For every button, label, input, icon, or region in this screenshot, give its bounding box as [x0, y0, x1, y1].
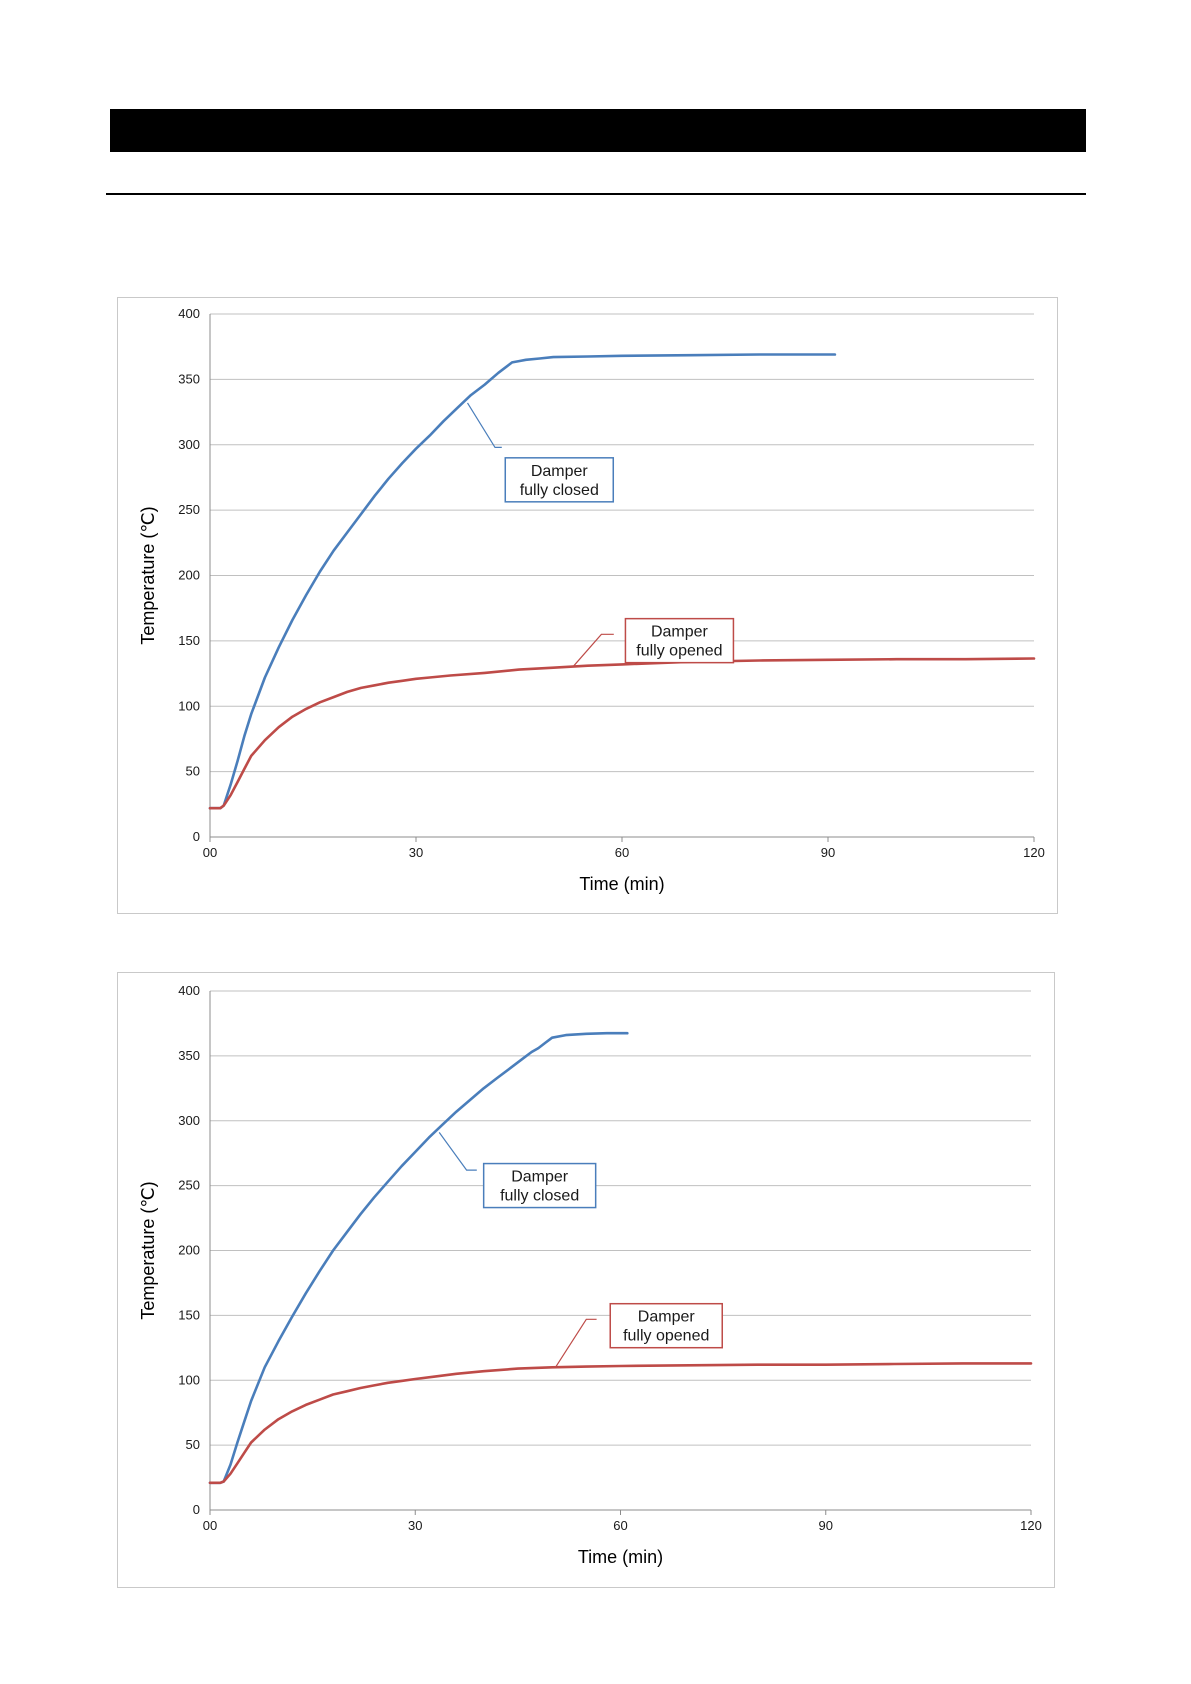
- y-axis-label: Temperature (℃): [138, 1181, 158, 1319]
- y-tick-label: 400: [178, 306, 200, 321]
- series-line-opened: [208, 1362, 1033, 1485]
- x-tick-label: 30: [408, 1518, 422, 1533]
- series-line-opened: [208, 657, 1036, 810]
- y-tick-label: 250: [178, 502, 200, 517]
- callout-leader: [438, 1132, 477, 1171]
- x-tick-label: 00: [203, 1518, 217, 1533]
- y-tick-label: 350: [178, 371, 200, 386]
- y-tick-label: 300: [178, 1113, 200, 1128]
- x-tick-label: 60: [615, 845, 629, 860]
- series-line-closed: [208, 353, 837, 810]
- header-divider: [106, 193, 1086, 195]
- series-line-closed: [208, 1031, 629, 1485]
- x-tick-label: 00: [203, 845, 217, 860]
- x-tick-label: 60: [613, 1518, 627, 1533]
- x-tick-label: 90: [819, 1518, 833, 1533]
- callout-opened: Damper fully opened: [573, 617, 735, 667]
- callout-text: Damper: [511, 1169, 569, 1186]
- callout-text: fully closed: [520, 482, 599, 499]
- y-tick-label: 0: [193, 1502, 200, 1517]
- x-tick-label: 120: [1023, 845, 1045, 860]
- callout-box: [609, 1302, 723, 1349]
- y-axis-label: Temperature (℃): [138, 506, 158, 644]
- callout-closed: Damper fully closed: [438, 1132, 597, 1209]
- chart-svg: 0 50 100 150 200 250 300 350 400 00 30 60 90 120 Time …: [138, 983, 1042, 1567]
- callout-text: Damper: [531, 463, 589, 480]
- temperature-chart-1: 0 50 100 150 200 250 300 350 400 00 30 60 90 120 Time …: [117, 297, 1058, 914]
- callout-text: Damper: [638, 1309, 696, 1326]
- y-tick-label: 50: [186, 764, 200, 779]
- callout-text: fully opened: [636, 643, 722, 660]
- gridlines: [210, 990, 1031, 1446]
- callout-box: [624, 617, 735, 664]
- y-tick-label: 150: [178, 1307, 200, 1322]
- y-tick-label: 100: [178, 1372, 200, 1387]
- y-tick-label: 200: [178, 1243, 200, 1258]
- x-axis-label: Time (min): [578, 1547, 663, 1567]
- callout-opened: Damper fully opened: [554, 1302, 723, 1368]
- y-tick-label: 0: [193, 829, 200, 844]
- chart-svg: 0 50 100 150 200 250 300 350 400 00 30 60 90 120 Time …: [138, 306, 1045, 894]
- y-tick-label: 50: [186, 1437, 200, 1452]
- y-tick-label: 150: [178, 633, 200, 648]
- y-tick-label: 400: [178, 983, 200, 998]
- x-axis-label: Time (min): [579, 874, 664, 894]
- gridlines: [210, 313, 1034, 773]
- y-tick-label: 350: [178, 1048, 200, 1063]
- callout-leader: [554, 1318, 597, 1368]
- callout-leader: [573, 633, 614, 667]
- callout-box: [504, 457, 615, 503]
- section-header-bar: [110, 109, 1086, 152]
- y-tick-label: 250: [178, 1178, 200, 1193]
- callout-text: fully closed: [500, 1188, 579, 1205]
- callout-closed: Damper fully closed: [466, 402, 615, 503]
- y-tick-label: 200: [178, 568, 200, 583]
- x-tick-label: 120: [1020, 1518, 1042, 1533]
- callout-text: fully opened: [623, 1328, 709, 1345]
- x-tick-label: 90: [821, 845, 835, 860]
- x-tick-label: 30: [409, 845, 423, 860]
- y-tick-label: 300: [178, 437, 200, 452]
- callout-leader: [466, 402, 502, 448]
- callout-text: Damper: [651, 624, 709, 641]
- callout-box: [482, 1162, 597, 1209]
- y-tick-label: 100: [178, 698, 200, 713]
- temperature-chart-2: 0 50 100 150 200 250 300 350 400 00 30 60 90 120 Time …: [117, 972, 1055, 1588]
